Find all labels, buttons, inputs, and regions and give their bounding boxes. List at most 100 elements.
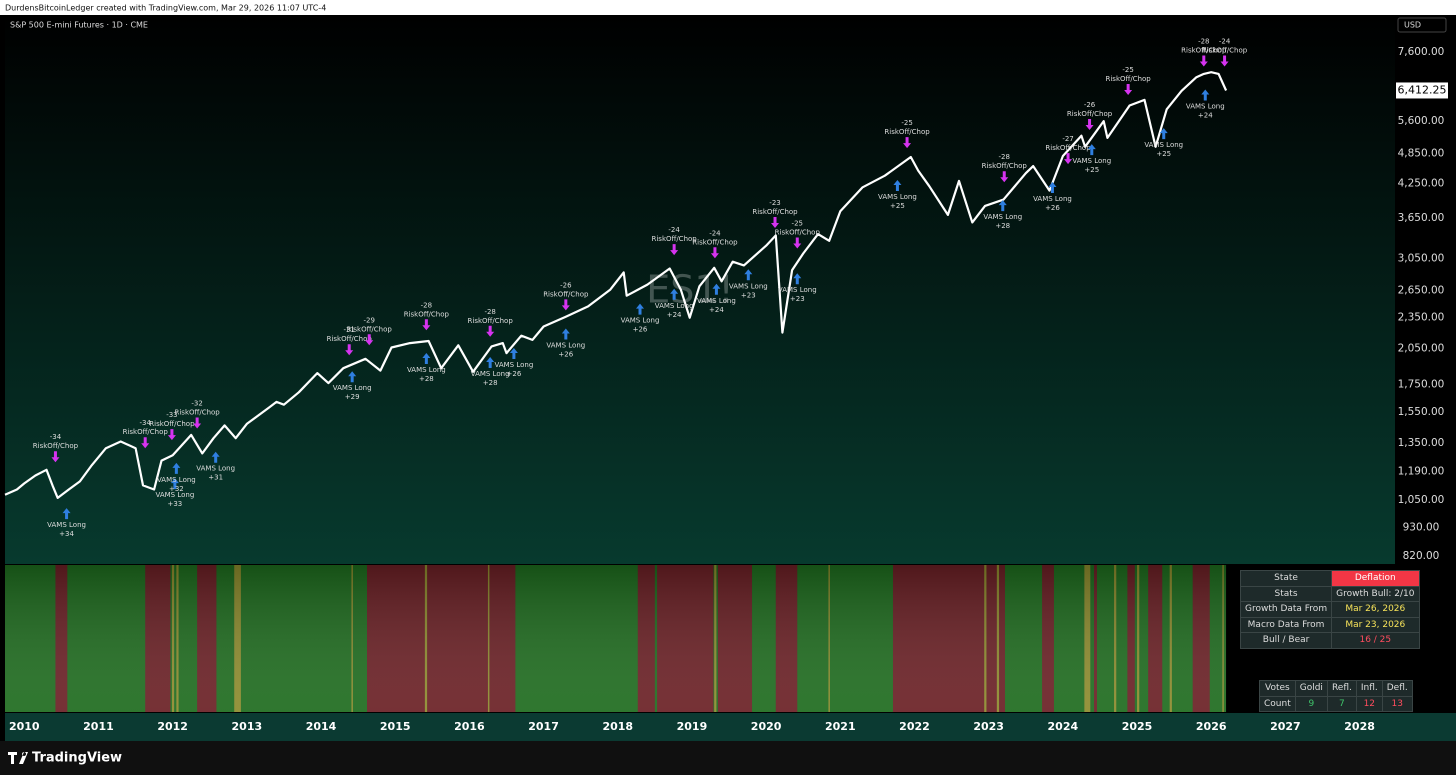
table-row: Macro Data From Mar 23, 2026: [1239, 616, 1420, 633]
riskoff-label: RiskOff/Chop: [175, 409, 221, 417]
riskoff-label: RiskOff/Chop: [1181, 46, 1227, 54]
vams-arrow: [348, 371, 357, 383]
riskoff-score: -28: [421, 301, 432, 309]
riskoff-arrow: [1199, 55, 1208, 67]
vams-arrow: [1159, 128, 1168, 140]
riskoff-arrow: [561, 299, 570, 311]
x-tick-label: 2017: [528, 720, 559, 733]
symbol-title: S&P 500 E-mini Futures · 1D · CME: [10, 21, 148, 30]
x-tick-label: 2015: [380, 720, 411, 733]
riskoff-label: RiskOff/Chop: [884, 128, 930, 136]
footer: [0, 741, 1456, 775]
table-cell: Infl.: [1355, 680, 1383, 697]
vams-arrow: [211, 451, 220, 463]
vams-label: VAMS Long: [196, 465, 235, 473]
table-cell: 12: [1355, 695, 1383, 712]
vams-label: VAMS Long: [157, 476, 196, 484]
riskoff-label: RiskOff/Chop: [543, 290, 589, 298]
vams-arrow: [422, 353, 431, 365]
x-tick-label: 2019: [677, 720, 708, 733]
y-tick-label: 1,550.00: [1398, 406, 1445, 418]
table-cell: 16 / 25: [1331, 632, 1420, 649]
riskoff-arrow: [141, 437, 150, 449]
vams-label: VAMS Long: [655, 302, 694, 310]
x-tick-label: 2016: [454, 720, 485, 733]
vams-score: +23: [741, 291, 756, 299]
vams-label: VAMS Long: [878, 193, 917, 201]
vams-score: +26: [507, 370, 522, 378]
y-tick-label: 930.00: [1403, 521, 1440, 533]
riskoff-label: RiskOff/Chop: [149, 420, 195, 428]
y-tick-label: 2,650.00: [1398, 284, 1445, 296]
vams-arrow: [1048, 181, 1057, 193]
riskoff-label: RiskOff/Chop: [1067, 110, 1113, 118]
regime-shade: [5, 565, 1227, 712]
riskoff-arrow: [193, 417, 202, 429]
currency-button[interactable]: [1397, 17, 1447, 33]
riskoff-arrow: [422, 319, 431, 331]
vams-arrow: [744, 269, 753, 281]
vams-score: +26: [1045, 204, 1060, 212]
vams-arrow: [670, 288, 679, 300]
riskoff-label: RiskOff/Chop: [982, 162, 1028, 170]
y-tick-label: 3,050.00: [1398, 253, 1445, 265]
top-bar: [0, 0, 1456, 15]
vams-arrow: [509, 348, 518, 360]
table-row: Votes Goldi Refl. Infl. Defl.: [1259, 680, 1413, 697]
table-cell: Goldi: [1294, 680, 1328, 697]
x-tick-label: 2022: [899, 720, 930, 733]
table-cell: 7: [1326, 695, 1357, 712]
table-cell: Stats: [1239, 585, 1333, 602]
vams-label: VAMS Long: [1033, 195, 1072, 203]
riskoff-score: -28: [999, 153, 1010, 161]
riskoff-arrow: [1064, 153, 1073, 165]
vams-score: +25: [1084, 166, 1099, 174]
riskoff-score: -25: [1122, 66, 1133, 74]
table-cell: Macro Data From: [1239, 616, 1333, 633]
y-tick-label: 4,850.00: [1398, 148, 1445, 160]
table-cell: Votes: [1259, 680, 1296, 697]
table-row: State Deflation: [1239, 570, 1420, 587]
riskoff-score: -29: [364, 316, 375, 324]
riskoff-label: RiskOff/Chop: [651, 235, 697, 243]
x-tick-label: 2021: [825, 720, 856, 733]
riskoff-arrow: [710, 247, 719, 259]
votes-table: Votes Goldi Refl. Infl. Defl. Count 9 7 12 13: [1259, 680, 1413, 712]
riskoff-arrow: [486, 325, 495, 337]
table-cell: Mar 26, 2026: [1331, 601, 1420, 618]
table-cell: Bull / Bear: [1239, 632, 1333, 649]
riskoff-label: RiskOff/Chop: [347, 325, 393, 333]
vams-arrow: [712, 283, 721, 295]
table-cell: State: [1239, 570, 1333, 587]
riskoff-score: -26: [1084, 101, 1096, 109]
riskoff-label: RiskOff/Chop: [1045, 144, 1091, 152]
riskoff-arrow: [345, 344, 354, 356]
riskoff-score: -25: [792, 220, 803, 228]
riskoff-arrow: [365, 334, 374, 346]
vams-arrow: [793, 273, 802, 285]
plot-bg: [5, 15, 1395, 564]
y-tick-label: 820.00: [1403, 550, 1440, 562]
vams-label: VAMS Long: [155, 491, 194, 499]
vams-label: VAMS Long: [471, 370, 510, 378]
vams-arrow: [62, 508, 71, 520]
riskoff-score: -24: [1219, 37, 1231, 45]
vams-label: VAMS Long: [1144, 141, 1183, 149]
x-tick-label: 2026: [1196, 720, 1227, 733]
vams-score: +24: [709, 306, 724, 314]
vams-label: VAMS Long: [1186, 102, 1225, 110]
riskoff-arrow: [1220, 55, 1229, 67]
vams-score: +25: [1156, 150, 1171, 158]
vams-arrow: [172, 462, 181, 474]
vams-score: +24: [667, 311, 682, 319]
currency[interactable]: USD: [1404, 21, 1421, 30]
vams-score: +25: [890, 202, 905, 210]
x-tick-label: 2023: [973, 720, 1004, 733]
table-cell: Defl.: [1381, 680, 1413, 697]
table-cell: 9: [1294, 695, 1328, 712]
riskoff-arrow: [167, 429, 176, 441]
vams-arrow: [1087, 144, 1096, 156]
y-tick-label: 1,050.00: [1398, 494, 1445, 506]
vams-score: +24: [1198, 111, 1213, 119]
